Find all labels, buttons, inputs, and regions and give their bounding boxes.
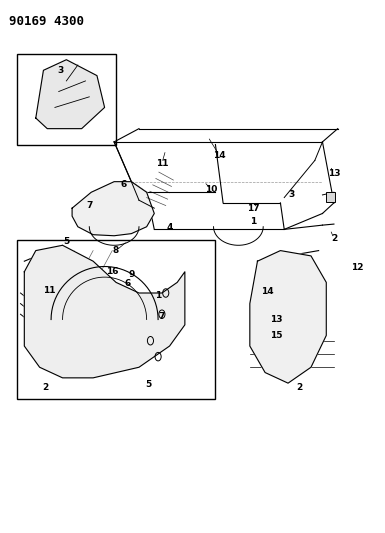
Text: 6: 6 (124, 279, 131, 288)
Text: 12: 12 (351, 263, 363, 272)
Text: 11: 11 (156, 159, 168, 167)
Text: 7: 7 (86, 201, 92, 210)
Text: 8: 8 (113, 246, 119, 255)
Text: 3: 3 (57, 66, 64, 75)
Text: 9: 9 (128, 270, 134, 279)
Text: 10: 10 (206, 185, 218, 194)
Text: 14: 14 (261, 287, 273, 296)
Polygon shape (72, 182, 154, 236)
Text: 13: 13 (270, 315, 283, 324)
Text: 2: 2 (331, 234, 337, 243)
Text: 2: 2 (42, 383, 49, 392)
Bar (17, 54, 116, 144)
Text: 7: 7 (159, 312, 165, 321)
Bar (17, 240, 216, 399)
Text: 16: 16 (106, 268, 119, 276)
Text: 3: 3 (289, 190, 295, 199)
Text: 1: 1 (155, 291, 161, 300)
Text: 4: 4 (166, 223, 173, 232)
Polygon shape (36, 60, 105, 128)
Text: 90169 4300: 90169 4300 (9, 14, 84, 28)
Text: 5: 5 (146, 379, 152, 389)
Polygon shape (250, 251, 326, 383)
Text: 15: 15 (270, 331, 283, 340)
Text: 11: 11 (43, 286, 55, 295)
Polygon shape (24, 245, 185, 378)
Text: 13: 13 (328, 169, 340, 178)
Text: 5: 5 (63, 237, 69, 246)
Bar (326, 192, 335, 202)
Text: 2: 2 (296, 383, 303, 392)
Text: 17: 17 (247, 204, 260, 213)
Text: 1: 1 (251, 217, 257, 226)
Text: 14: 14 (213, 151, 226, 160)
Text: 6: 6 (121, 180, 127, 189)
